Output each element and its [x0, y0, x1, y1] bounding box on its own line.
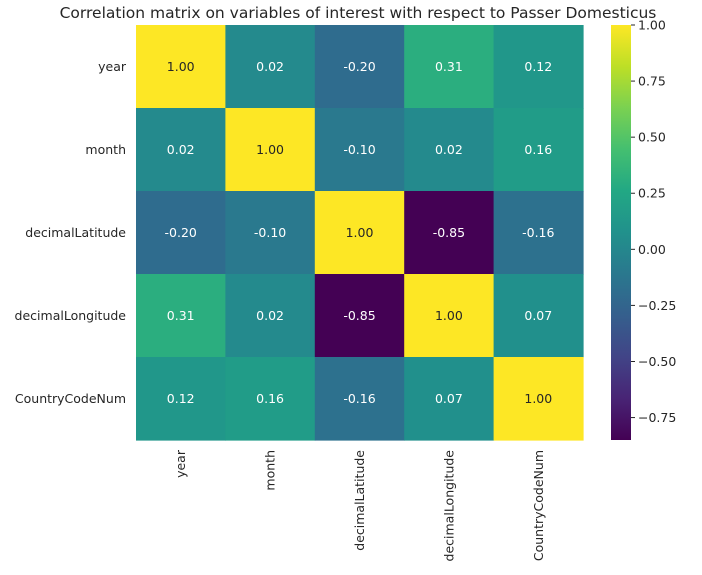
colorbar-tick-label: 0.50 — [638, 130, 666, 145]
heatmap-cell — [493, 274, 584, 358]
cell-value-label: 0.02 — [256, 308, 284, 323]
colorbar-gradient — [611, 25, 631, 440]
cell-value-label: 0.07 — [435, 391, 463, 406]
cell-value-label: 0.31 — [435, 59, 463, 74]
colorbar-tick-label: 0.25 — [638, 186, 666, 201]
column-label: year — [173, 449, 188, 478]
cell-value-label: 1.00 — [167, 59, 195, 74]
colorbar-tick-label: 1.00 — [638, 18, 666, 33]
row-label: decimalLatitude — [25, 225, 126, 240]
heatmap-cell — [404, 108, 495, 192]
colorbar-tick-label: 0.75 — [638, 74, 666, 89]
cell-value-label: 0.02 — [167, 142, 195, 157]
heatmap-cell — [314, 274, 405, 358]
colorbar-tick-label: −0.50 — [638, 354, 676, 369]
heatmap-cell — [225, 274, 316, 358]
chart-title: Correlation matrix on variables of inter… — [60, 4, 657, 22]
cell-value-label: 0.02 — [256, 59, 284, 74]
cell-value-label: 0.12 — [167, 391, 195, 406]
cell-value-label: 0.16 — [256, 391, 284, 406]
heatmap-cell — [404, 191, 495, 275]
heatmap-cell — [136, 357, 226, 441]
heatmap-cell — [493, 357, 584, 441]
heatmap-cell — [493, 25, 584, 109]
cell-value-label: 0.07 — [524, 308, 552, 323]
colorbar: 1.00 0.75 0.50 0.25 0.00 −0.25 −0.50 −0.75 — [611, 18, 676, 440]
heatmap-cell — [136, 274, 226, 358]
heatmap-cell — [493, 108, 584, 192]
heatmap-cell — [136, 108, 226, 192]
heatmap-cell — [404, 25, 495, 109]
column-label: decimalLatitude — [352, 450, 367, 551]
heatmap-cell — [225, 191, 316, 275]
heatmap-cell — [404, 357, 495, 441]
cell-value-label: -0.10 — [343, 142, 375, 157]
heatmap-cell — [493, 191, 584, 275]
column-label: decimalLongitude — [441, 450, 456, 562]
cell-value-label: -0.85 — [433, 225, 465, 240]
colorbar-tick-label: 0.00 — [638, 242, 666, 257]
heatmap-cell — [136, 191, 226, 275]
cell-value-label: -0.20 — [165, 225, 197, 240]
row-label: month — [85, 142, 126, 157]
cell-value-label: 0.31 — [167, 308, 195, 323]
heatmap-cell — [314, 108, 405, 192]
cell-value-label: -0.16 — [522, 225, 554, 240]
cell-value-label: 0.12 — [524, 59, 552, 74]
row-label: year — [98, 59, 127, 74]
cell-value-label: 1.00 — [346, 225, 374, 240]
row-label: decimalLongitude — [15, 308, 127, 323]
cell-value-label: 0.02 — [435, 142, 463, 157]
row-labels: year month decimalLatitude decimalLongitude… — [15, 59, 127, 406]
heatmap-cell — [404, 274, 495, 358]
heatmap-cell — [314, 25, 405, 109]
cell-value-label: -0.16 — [343, 391, 375, 406]
heatmap-cell — [225, 357, 316, 441]
cell-value-label: -0.10 — [254, 225, 286, 240]
row-label: CountryCodeNum — [15, 391, 126, 406]
heatmap-cell — [225, 108, 316, 192]
cell-value-label: 1.00 — [435, 308, 463, 323]
colorbar-tick-label: −0.75 — [638, 410, 676, 425]
heatmap-cell — [314, 191, 405, 275]
colorbar-tick-label: −0.25 — [638, 298, 676, 313]
cell-value-label: 1.00 — [524, 391, 552, 406]
heatmap-cell — [136, 25, 226, 109]
cell-value-label: -0.85 — [343, 308, 375, 323]
heatmap-cells: 1.00 0.02 -0.20 0.31 0.12 0.02 1.00 -0.10 0.02 0.… — [136, 25, 584, 441]
cell-value-label: 0.16 — [524, 142, 552, 157]
column-labels: year month decimalLatitude decimalLongitude… — [173, 449, 546, 561]
column-label: month — [263, 450, 278, 491]
column-label: CountryCodeNum — [531, 450, 546, 561]
cell-value-label: -0.20 — [343, 59, 375, 74]
cell-value-label: 1.00 — [256, 142, 284, 157]
heatmap-cell — [314, 357, 405, 441]
heatmap-cell — [225, 25, 316, 109]
